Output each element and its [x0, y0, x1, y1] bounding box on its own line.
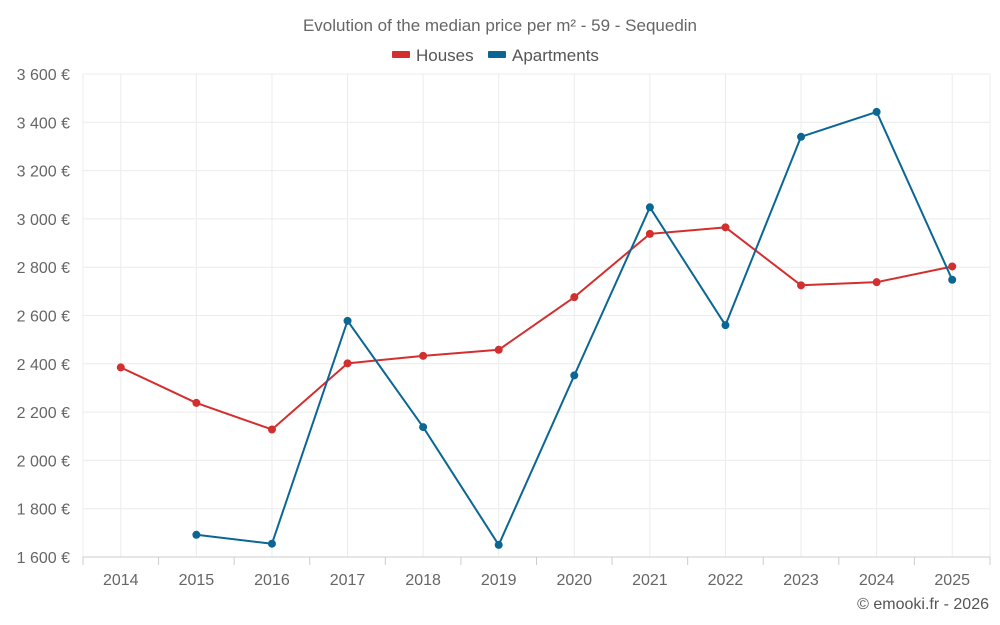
data-point-apartments-2016[interactable] — [267, 539, 276, 548]
x-tick-label: 2014 — [103, 572, 139, 589]
data-point-houses-2022[interactable] — [721, 223, 730, 232]
y-tick-label: 1 800 € — [17, 502, 70, 519]
y-tick-label: 3 200 € — [17, 164, 70, 181]
x-tick-label: 2020 — [556, 572, 592, 589]
data-point-apartments-2020[interactable] — [570, 371, 579, 380]
x-tick-label: 2019 — [481, 572, 517, 589]
x-tick-label: 2023 — [783, 572, 819, 589]
y-tick-label: 3 000 € — [17, 212, 70, 229]
series-houses — [116, 223, 957, 434]
data-point-apartments-2018[interactable] — [419, 423, 428, 432]
data-point-houses-2019[interactable] — [494, 345, 503, 354]
x-tick-label: 2018 — [405, 572, 441, 589]
x-tick-label: 2015 — [179, 572, 215, 589]
series — [116, 107, 957, 549]
data-point-houses-2016[interactable] — [267, 425, 276, 434]
legend-label-apartments: Apartments — [512, 46, 599, 65]
y-tick-label: 2 400 € — [17, 357, 70, 374]
x-tick-label: 2025 — [934, 572, 970, 589]
data-point-houses-2021[interactable] — [645, 229, 654, 238]
y-tick-label: 3 400 € — [17, 115, 70, 132]
x-tick-label: 2016 — [254, 572, 290, 589]
series-line-houses — [120, 226, 953, 431]
y-tick-label: 2 600 € — [17, 309, 70, 326]
y-axis: 1 600 € 1 800 € 2 000 € 2 200 € 2 400 € 2 600… — [17, 67, 70, 567]
x-tick-label: 2024 — [859, 572, 895, 589]
chart-title: Evolution of the median price per m² - 5… — [303, 16, 697, 35]
x-tick-label: 2021 — [632, 572, 668, 589]
data-point-houses-2025[interactable] — [948, 262, 957, 271]
data-point-apartments-2015[interactable] — [192, 530, 201, 539]
data-point-apartments-2024[interactable] — [872, 107, 881, 116]
data-point-houses-2015[interactable] — [192, 398, 201, 407]
data-point-apartments-2023[interactable] — [797, 132, 806, 141]
legend-label-houses: Houses — [416, 46, 474, 65]
data-point-apartments-2017[interactable] — [343, 316, 352, 325]
x-axis: 2014 2015 2016 2017 2018 2019 2020 2021 2022 2023… — [82, 556, 991, 589]
data-point-apartments-2022[interactable] — [721, 321, 730, 330]
data-point-houses-2018[interactable] — [419, 351, 428, 360]
y-tick-label: 3 600 € — [17, 67, 70, 84]
y-tick-label: 1 600 € — [17, 550, 70, 567]
x-tick-label: 2017 — [330, 572, 366, 589]
data-point-houses-2014[interactable] — [116, 363, 125, 372]
x-tick-label: 2022 — [708, 572, 744, 589]
data-point-apartments-2025[interactable] — [948, 275, 957, 284]
y-tick-label: 2 800 € — [17, 260, 70, 277]
data-point-houses-2023[interactable] — [797, 281, 806, 290]
legend-swatch-apartments — [488, 51, 506, 58]
data-point-apartments-2019[interactable] — [494, 540, 503, 549]
grid — [82, 73, 991, 558]
legend-swatch-houses — [392, 51, 410, 58]
data-point-houses-2024[interactable] — [872, 278, 881, 287]
credit-text: © emooki.fr - 2026 — [857, 596, 989, 613]
legend-item-apartments[interactable]: Apartments — [488, 46, 599, 65]
data-point-apartments-2021[interactable] — [645, 203, 654, 212]
data-point-houses-2020[interactable] — [570, 293, 579, 302]
y-tick-label: 2 000 € — [17, 453, 70, 470]
legend: Houses Apartments — [392, 46, 599, 65]
data-point-houses-2017[interactable] — [343, 359, 352, 368]
series-apartments — [192, 107, 957, 549]
y-tick-label: 2 200 € — [17, 405, 70, 422]
legend-item-houses[interactable]: Houses — [392, 46, 474, 65]
